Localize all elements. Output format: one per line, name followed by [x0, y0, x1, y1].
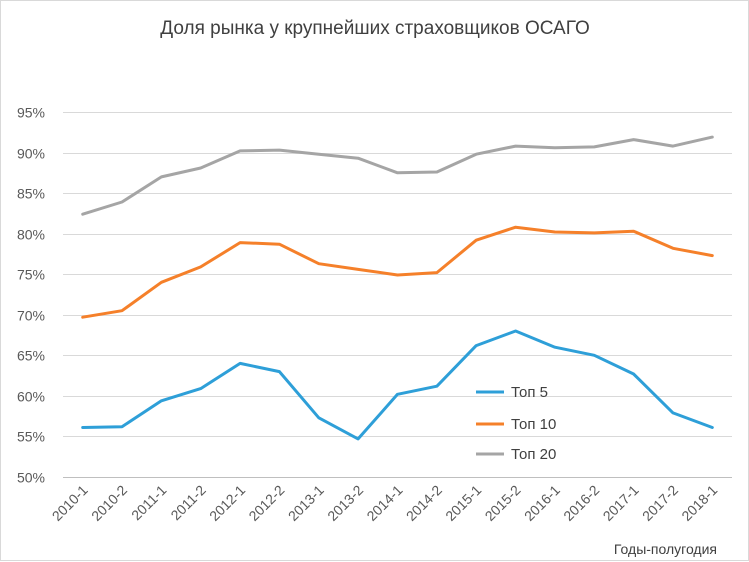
legend-label-3: Топ 20	[511, 446, 556, 463]
y-tick-label: 60%	[17, 389, 45, 405]
y-tick-label: 75%	[17, 267, 45, 283]
x-axis-label: Годы-полугодия	[614, 541, 717, 557]
x-tick-label: 2014-2	[403, 482, 445, 524]
y-tick-label: 55%	[17, 429, 45, 445]
y-tick-label: 65%	[17, 348, 45, 364]
x-tick-label: 2011-1	[128, 482, 170, 524]
y-tick-label: 50%	[17, 470, 45, 486]
x-tick-label: 2012-2	[245, 482, 287, 524]
x-tick-label: 2014-1	[363, 482, 405, 524]
y-axis-ticks: 50% 55% 60% 65% 70% 75% 80% 85% 90% 95%	[17, 105, 45, 486]
series-line-1	[81, 329, 714, 441]
x-tick-label: 2010-2	[88, 482, 130, 524]
y-tick-label: 90%	[17, 146, 45, 162]
x-tick-label: 2015-1	[442, 482, 484, 524]
legend-label-2: Топ 10	[511, 416, 556, 433]
x-tick-label: 2010-1	[49, 482, 91, 524]
x-tick-label: 2016-2	[560, 482, 602, 524]
legend: Топ 5 Топ 10 Топ 20	[476, 384, 556, 463]
y-tick-label: 85%	[17, 186, 45, 202]
y-tick-label: 95%	[17, 105, 45, 121]
series-line-2	[81, 225, 714, 319]
x-tick-label: 2017-1	[600, 482, 642, 524]
y-tick-label: 70%	[17, 308, 45, 324]
y-tick-label: 80%	[17, 227, 45, 243]
x-tick-label: 2015-2	[482, 482, 524, 524]
x-tick-label: 2011-2	[167, 482, 209, 524]
series-lines	[81, 135, 714, 441]
x-axis-ticks: 2010-12010-22011-12011-22012-12012-22013…	[49, 482, 721, 524]
x-tick-label: 2013-1	[285, 482, 327, 524]
x-tick-label: 2016-1	[521, 482, 563, 524]
series-line-3	[81, 135, 714, 216]
gridlines	[63, 112, 732, 478]
x-tick-label: 2017-2	[639, 482, 681, 524]
x-tick-label: 2018-1	[678, 482, 720, 524]
x-tick-label: 2012-1	[206, 482, 248, 524]
legend-label-1: Топ 5	[511, 384, 548, 401]
chart-title: Доля рынка у крупнейших страховщиков ОСА…	[160, 18, 589, 39]
x-tick-label: 2013-2	[324, 482, 366, 524]
